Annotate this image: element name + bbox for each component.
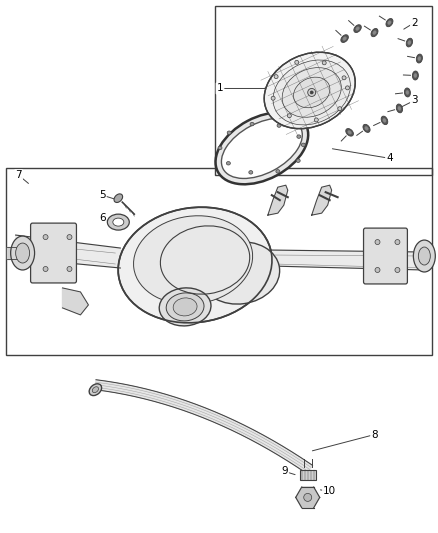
Ellipse shape — [346, 128, 353, 136]
FancyBboxPatch shape — [31, 223, 77, 283]
Ellipse shape — [92, 387, 99, 393]
Ellipse shape — [342, 76, 346, 80]
Text: 8: 8 — [371, 430, 378, 440]
Ellipse shape — [386, 19, 393, 27]
Ellipse shape — [348, 131, 351, 134]
Ellipse shape — [413, 71, 418, 80]
Ellipse shape — [16, 243, 30, 263]
Ellipse shape — [113, 218, 124, 226]
Text: 2: 2 — [411, 18, 418, 28]
Ellipse shape — [414, 74, 417, 77]
Ellipse shape — [396, 104, 403, 113]
Ellipse shape — [304, 494, 312, 502]
Ellipse shape — [373, 31, 376, 35]
Polygon shape — [270, 250, 424, 270]
Ellipse shape — [200, 242, 279, 304]
Ellipse shape — [67, 266, 72, 271]
Ellipse shape — [356, 27, 359, 30]
Text: 10: 10 — [323, 487, 336, 496]
Ellipse shape — [406, 91, 409, 94]
Ellipse shape — [43, 266, 48, 271]
Ellipse shape — [273, 60, 350, 125]
Text: 5: 5 — [99, 190, 106, 200]
Ellipse shape — [67, 235, 72, 239]
Ellipse shape — [282, 68, 341, 117]
Ellipse shape — [107, 214, 129, 230]
Ellipse shape — [310, 91, 313, 94]
Ellipse shape — [166, 293, 204, 321]
Ellipse shape — [375, 239, 380, 245]
Ellipse shape — [297, 135, 301, 139]
Ellipse shape — [381, 116, 388, 125]
Ellipse shape — [346, 86, 350, 90]
Ellipse shape — [371, 28, 378, 37]
Ellipse shape — [173, 298, 197, 316]
Ellipse shape — [11, 236, 35, 270]
Ellipse shape — [43, 235, 48, 239]
Ellipse shape — [383, 118, 386, 122]
Ellipse shape — [159, 288, 211, 326]
Ellipse shape — [406, 38, 413, 47]
Ellipse shape — [418, 56, 421, 61]
Ellipse shape — [287, 114, 291, 118]
Text: 3: 3 — [411, 95, 418, 106]
FancyBboxPatch shape — [364, 228, 407, 284]
Ellipse shape — [408, 41, 411, 45]
Ellipse shape — [395, 268, 400, 272]
Polygon shape — [268, 185, 288, 215]
Ellipse shape — [271, 96, 275, 100]
Ellipse shape — [363, 124, 370, 132]
Bar — [6, 168, 432, 355]
FancyBboxPatch shape — [300, 471, 316, 480]
Ellipse shape — [413, 240, 435, 272]
Text: 9: 9 — [282, 466, 288, 477]
Text: 4: 4 — [386, 154, 393, 163]
Ellipse shape — [114, 194, 123, 203]
Ellipse shape — [338, 107, 342, 111]
Ellipse shape — [388, 21, 391, 25]
Ellipse shape — [365, 126, 368, 130]
Ellipse shape — [274, 75, 278, 79]
Ellipse shape — [395, 239, 400, 245]
Ellipse shape — [134, 216, 253, 304]
Polygon shape — [312, 185, 332, 215]
Ellipse shape — [226, 161, 230, 165]
Polygon shape — [95, 379, 313, 474]
Ellipse shape — [354, 25, 361, 33]
Ellipse shape — [293, 77, 330, 108]
Ellipse shape — [89, 384, 102, 395]
Text: 7: 7 — [15, 170, 22, 180]
Polygon shape — [16, 235, 120, 268]
Ellipse shape — [218, 146, 222, 150]
Ellipse shape — [295, 60, 299, 64]
Text: 1: 1 — [217, 84, 223, 93]
Ellipse shape — [322, 61, 326, 65]
Ellipse shape — [398, 107, 401, 110]
Ellipse shape — [404, 88, 410, 97]
Polygon shape — [63, 288, 88, 315]
Ellipse shape — [221, 118, 302, 179]
Ellipse shape — [250, 122, 254, 126]
Ellipse shape — [277, 124, 281, 127]
Ellipse shape — [416, 54, 422, 63]
Ellipse shape — [249, 171, 253, 174]
Ellipse shape — [264, 52, 355, 128]
Ellipse shape — [343, 37, 346, 41]
Ellipse shape — [215, 112, 308, 184]
Ellipse shape — [308, 88, 316, 96]
Bar — [215, 6, 432, 175]
Ellipse shape — [301, 143, 305, 147]
Ellipse shape — [296, 159, 300, 163]
Ellipse shape — [314, 118, 318, 122]
Ellipse shape — [375, 268, 380, 272]
Polygon shape — [296, 487, 320, 508]
Ellipse shape — [418, 247, 430, 265]
Ellipse shape — [227, 131, 231, 134]
Text: 6: 6 — [99, 213, 106, 223]
Ellipse shape — [118, 207, 272, 323]
Ellipse shape — [276, 169, 280, 173]
Ellipse shape — [341, 35, 348, 43]
